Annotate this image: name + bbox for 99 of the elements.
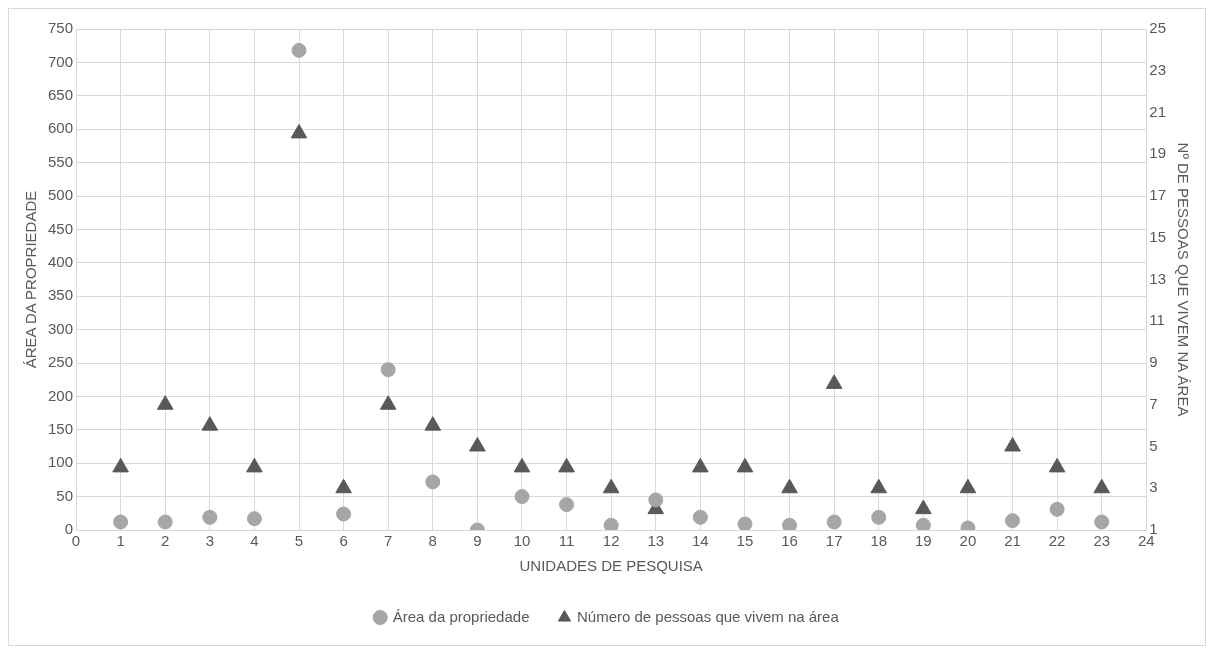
point [1049,501,1065,517]
point [1093,478,1111,494]
x-tick-label: 8 [428,532,437,550]
point [648,492,664,508]
x-tick-label: 23 [1093,532,1111,550]
point [825,374,843,389]
x-tick-label: 18 [870,532,888,550]
y-tick-label: 750 [48,19,74,37]
point [871,509,887,525]
point [156,395,174,410]
y-tick-label: 600 [48,119,74,137]
point [514,489,530,505]
point [1004,437,1021,452]
point [469,437,486,452]
point [826,514,842,530]
y-tick-label: 700 [48,52,74,70]
point [737,516,753,530]
x-tick-label: 7 [384,532,393,550]
point [915,517,931,530]
point [202,509,218,525]
y2-tick-label: 13 [1149,269,1166,287]
y2-tick-label: 7 [1149,394,1158,412]
y2-tick-label: 25 [1149,19,1166,37]
point [425,474,441,490]
legend-label: Número de pessoas que vivem na área [576,607,840,625]
x-tick-label: 9 [473,532,482,550]
point [246,511,262,527]
y2-axis-title: Nº DE PESSOAS QUE VIVEM NA ÁREA [1174,142,1192,417]
point [424,416,442,431]
point [290,123,308,139]
point [1048,457,1066,473]
x-tick-label: 2 [161,532,170,550]
point [559,497,575,513]
x-tick-label: 20 [959,532,977,550]
y2-tick-label: 9 [1149,353,1158,371]
x-axis-title: UNIDADES DE PESQUISA [519,557,703,575]
point [915,499,932,515]
y-axis-title: ÁREA DA PROPRIEDADE [22,190,40,369]
point [736,457,754,473]
x-tick-label: 22 [1048,532,1066,550]
y2-tick-label: 19 [1149,144,1166,162]
point [336,506,352,522]
y2-tick-label: 17 [1149,186,1166,204]
y-tick-label: 650 [48,85,74,103]
point [870,478,888,494]
point [781,478,798,494]
x-tick-label: 16 [781,532,798,550]
x-tick-label: 12 [602,532,620,550]
point [246,457,263,473]
y2-tick-label: 3 [1149,478,1158,496]
point [1094,514,1110,530]
y-tick-label: 300 [48,319,74,337]
x-tick-label: 4 [250,532,259,550]
y-tick-label: 250 [48,353,74,371]
point [335,478,352,494]
x-tick-label: 5 [294,532,304,550]
point [603,517,619,530]
y-tick-label: 550 [48,152,74,170]
x-tick-label: 17 [825,532,843,550]
point [201,416,219,431]
y-tick-label: 0 [64,520,74,538]
y-tick-label: 500 [48,186,74,204]
y2-tick-label: 5 [1149,436,1158,454]
x-tick-label: 21 [1004,532,1021,550]
x-tick-label: 14 [692,532,709,550]
point [782,517,798,530]
y2-tick-label: 15 [1149,227,1166,245]
legend-label: Área da propriedade [392,607,530,625]
x-tick-label: 3 [205,532,214,550]
y2-tick-label: 21 [1149,102,1166,120]
y-tick-label: 450 [48,219,74,237]
point [157,514,173,530]
x-tick-label: 10 [513,532,531,550]
y-tick-label: 50 [56,486,74,504]
point [959,478,977,494]
point [112,457,129,473]
y-tick-label: 150 [48,419,74,437]
x-tick-label: 11 [558,532,575,550]
point [692,509,708,525]
y-tick-label: 400 [48,252,74,270]
point [602,478,620,494]
y-tick-label: 350 [48,286,74,304]
x-tick-label: 6 [339,532,348,550]
y-tick-label: 200 [48,386,74,404]
point [1005,513,1021,529]
x-tick-label: 1 [116,532,125,550]
y2-tick-label: 11 [1149,311,1165,329]
point [113,514,129,530]
point [558,457,575,473]
y2-tick-label: 23 [1149,60,1166,78]
x-tick-label: 15 [736,532,754,550]
point [380,362,396,378]
point [379,395,397,410]
point [291,42,307,58]
y-tick-label: 100 [48,453,74,471]
x-tick-label: 19 [914,532,932,550]
point [692,457,709,473]
x-tick-label: 13 [647,532,665,550]
point [513,457,531,473]
